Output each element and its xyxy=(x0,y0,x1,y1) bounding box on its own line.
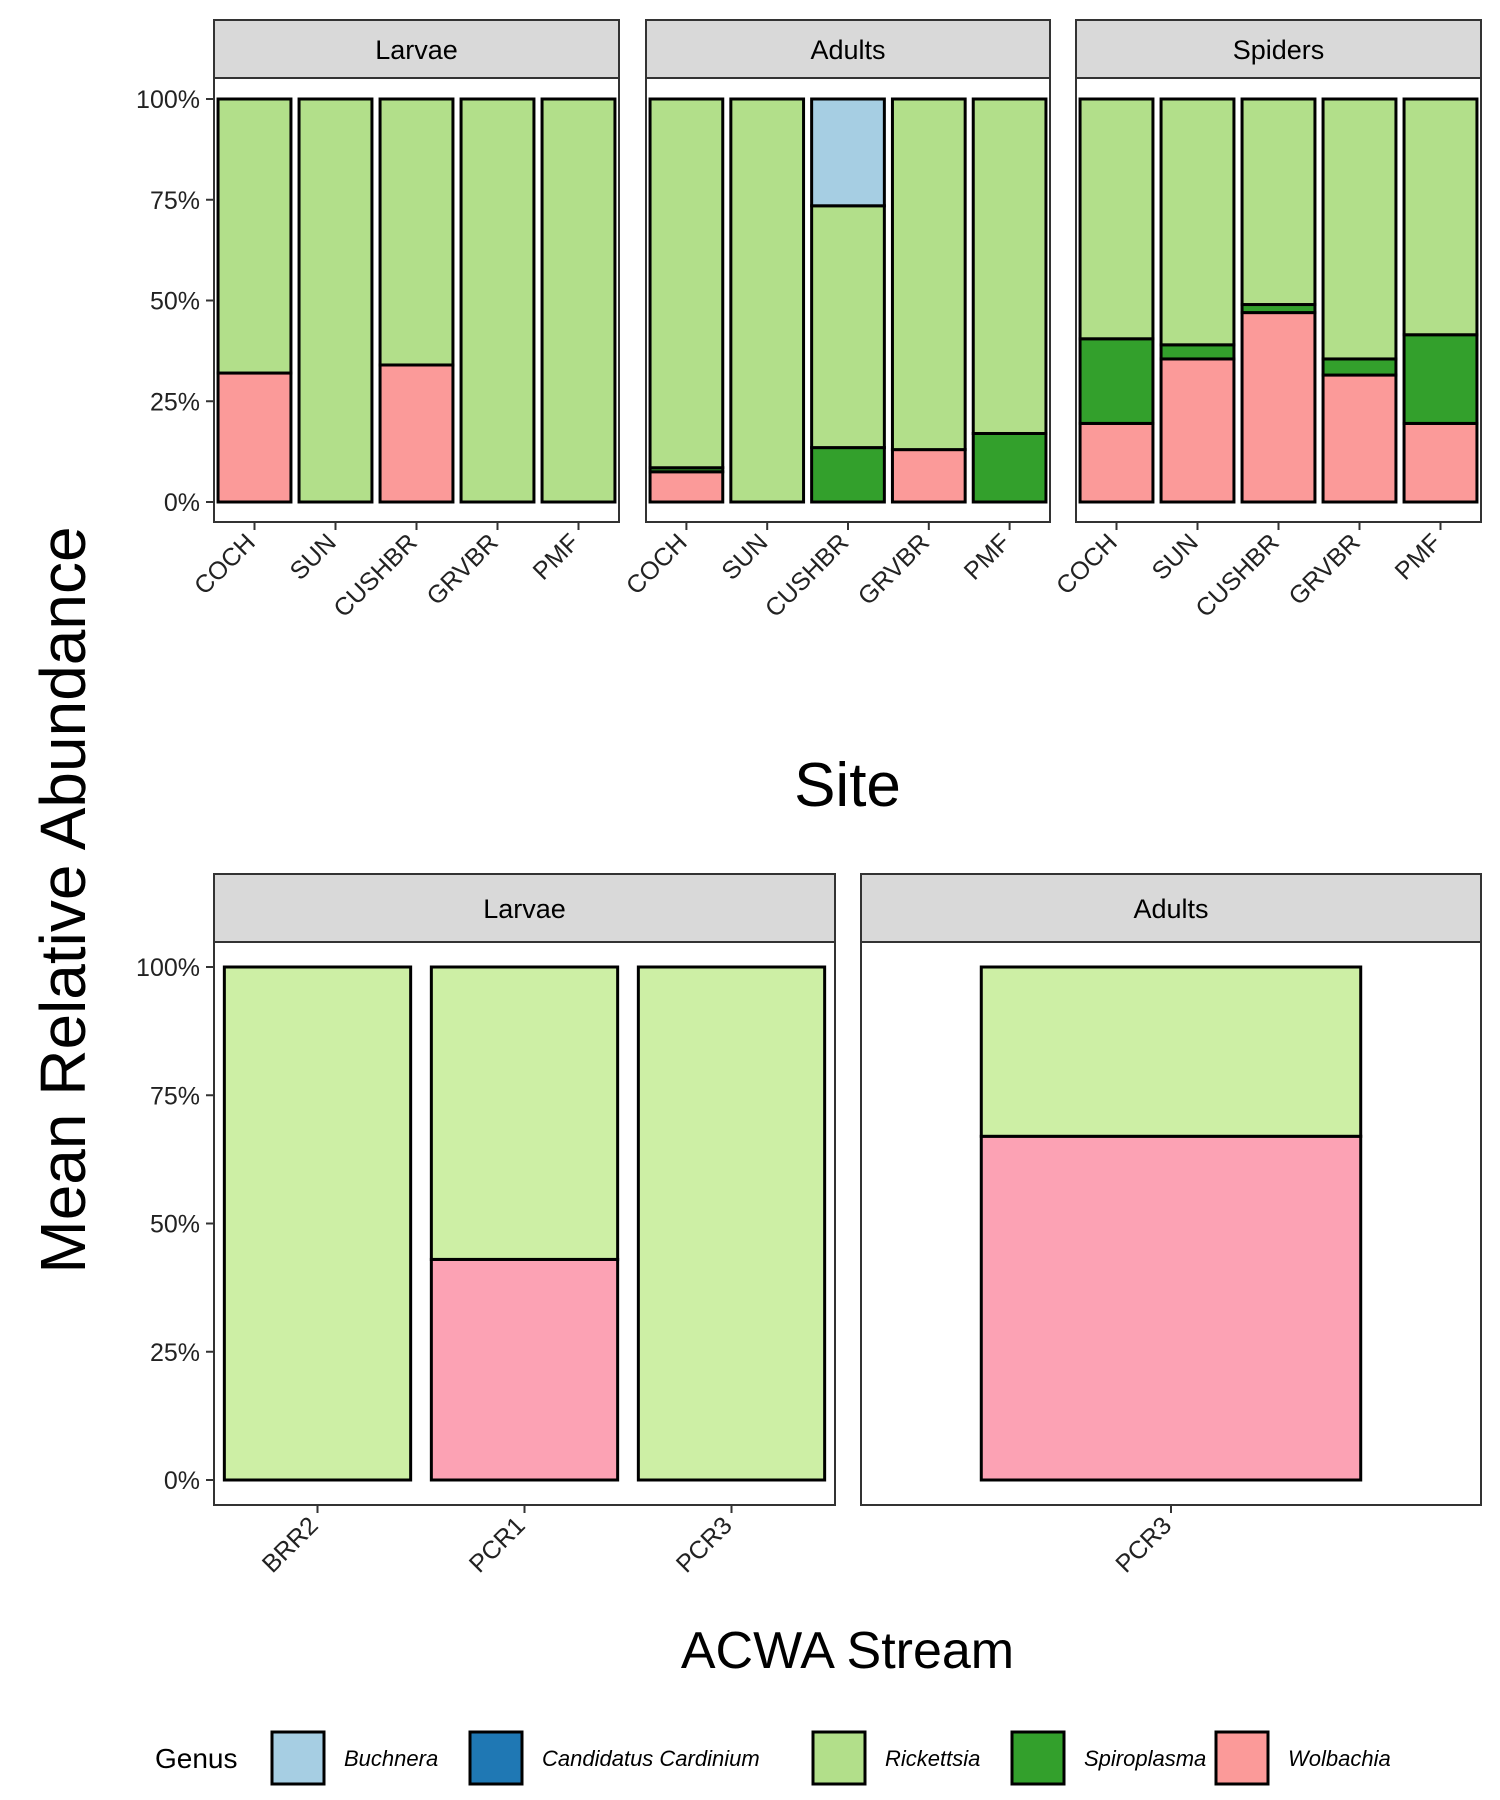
y-tick-label: 0% xyxy=(164,489,200,517)
bar-segment-wolbachia xyxy=(429,1257,620,1482)
legend-label-candidatus-cardinium: Candidatus Cardinium xyxy=(542,1746,760,1771)
bar-segment-spiroplasma xyxy=(1321,357,1398,377)
x-axis-title: Site xyxy=(794,751,901,820)
x-tick-label: COCH xyxy=(189,528,261,600)
legend-key-rickettsia xyxy=(811,1730,867,1786)
bar-segment-wolbachia xyxy=(890,448,967,504)
bar-segment-rickettsia xyxy=(729,97,806,504)
bar-segment-wolbachia xyxy=(648,470,725,504)
y-tick-label: 75% xyxy=(150,1082,200,1110)
x-tick-label: COCH xyxy=(1051,528,1123,600)
bar-segment-spiroplasma xyxy=(1159,343,1236,361)
x-tick-label: GRVBR xyxy=(1283,528,1365,610)
bar-segment-rickettsia xyxy=(1321,97,1398,361)
facet-strip-label: Adults xyxy=(1133,894,1208,924)
legend-label-wolbachia: Wolbachia xyxy=(1288,1746,1391,1771)
bar-segment-wolbachia xyxy=(1321,373,1398,504)
x-tick-label: PCR1 xyxy=(464,1511,531,1578)
facet-strip-label: Larvae xyxy=(375,35,458,65)
x-tick-label: SUN xyxy=(716,528,773,585)
bar-segment-rickettsia xyxy=(297,97,374,504)
facet-strip-label: Adults xyxy=(810,35,885,65)
bar-segment-spiroplasma xyxy=(810,446,886,504)
legend-key-buchnera xyxy=(270,1730,326,1786)
bottom-chart-acwa-stream: 0% 25% 50% 75% 100% Larvae BRR2 PCR1 PCR3 Adults P… xyxy=(136,873,1482,1680)
bar-segment-rickettsia xyxy=(378,97,455,367)
facet-strip xyxy=(1075,19,1482,79)
x-axis-title: ACWA Stream xyxy=(681,1622,1014,1680)
bar-segment-wolbachia xyxy=(1402,421,1479,504)
legend-label-rickettsia: Rickettsia xyxy=(885,1746,980,1771)
bar-segment-buchnera xyxy=(810,97,886,208)
legend-key-candidatus-cardinium xyxy=(468,1730,524,1786)
bar-segment-wolbachia xyxy=(979,1134,1363,1482)
bar-segment-rickettsia xyxy=(1402,97,1479,337)
bar-segment-wolbachia xyxy=(1240,311,1317,504)
y-tick-label: 0% xyxy=(164,1467,200,1495)
x-tick-label: GRVBR xyxy=(853,528,935,610)
bar-segment-rickettsia xyxy=(540,97,617,504)
facet-strip xyxy=(213,19,620,79)
x-tick-label: GRVBR xyxy=(421,528,503,610)
x-tick-label: COCH xyxy=(621,528,693,600)
x-tick-label: SUN xyxy=(285,528,342,585)
bar-segment-rickettsia xyxy=(1159,97,1236,347)
legend-label-spiroplasma: Spiroplasma xyxy=(1084,1746,1206,1771)
genus-legend: Genus Buchnera Candidatus Cardinium Rickett… xyxy=(155,1730,1391,1786)
x-tick-label: PCR3 xyxy=(671,1511,738,1578)
facet-strip-label: Spiders xyxy=(1233,35,1325,65)
bar-segment-rickettsia xyxy=(648,97,725,470)
bar-segment-rickettsia xyxy=(1078,97,1155,341)
facet-strip-label: Larvae xyxy=(483,894,566,924)
y-tick-label: 50% xyxy=(150,288,200,316)
x-tick-label: CUSHBR xyxy=(760,528,854,622)
bar-segment-rickettsia xyxy=(1240,97,1317,307)
bar-segment-rickettsia xyxy=(429,965,620,1261)
bar-segment-rickettsia xyxy=(216,97,293,375)
bar-segment-rickettsia xyxy=(810,204,886,450)
shared-y-axis-title: Mean Relative Abundance xyxy=(27,526,99,1273)
y-tick-label: 100% xyxy=(136,954,200,982)
x-tick-label: PMF xyxy=(1390,528,1447,585)
y-tick-label: 25% xyxy=(150,388,200,416)
x-tick-label: BRR2 xyxy=(257,1511,324,1578)
bar-segment-rickettsia xyxy=(222,965,413,1482)
x-tick-label: SUN xyxy=(1147,528,1204,585)
x-tick-label: CUSHBR xyxy=(1190,528,1284,622)
bar-segment-wolbachia xyxy=(1159,357,1236,504)
bar-segment-rickettsia xyxy=(890,97,967,452)
bar-segment-rickettsia xyxy=(979,965,1363,1138)
facet-strip xyxy=(213,873,836,943)
bar-segment-rickettsia xyxy=(971,97,1048,435)
legend-key-spiroplasma xyxy=(1010,1730,1066,1786)
bar-segment-rickettsia xyxy=(459,97,536,504)
x-tick-label: PMF xyxy=(528,528,585,585)
x-tick-label: CUSHBR xyxy=(328,528,422,622)
bar-segment-rickettsia xyxy=(636,965,827,1482)
bar-segment-spiroplasma xyxy=(1402,333,1479,425)
bar-segment-wolbachia xyxy=(216,371,293,504)
y-tick-label: 25% xyxy=(150,1339,200,1367)
legend-label-buchnera: Buchnera xyxy=(344,1746,438,1771)
y-tick-label: 50% xyxy=(150,1211,200,1239)
bar-segment-spiroplasma xyxy=(1078,337,1155,425)
x-tick-label: PCR3 xyxy=(1110,1511,1177,1578)
x-tick-label: PMF xyxy=(959,528,1016,585)
y-tick-label: 100% xyxy=(136,86,200,114)
bar-segment-wolbachia xyxy=(378,363,455,504)
bar-segment-spiroplasma xyxy=(971,431,1048,504)
bar-segment-wolbachia xyxy=(1078,421,1155,504)
legend-title: Genus xyxy=(155,1743,238,1774)
y-tick-label: 75% xyxy=(150,187,200,215)
legend-key-wolbachia xyxy=(1214,1730,1270,1786)
